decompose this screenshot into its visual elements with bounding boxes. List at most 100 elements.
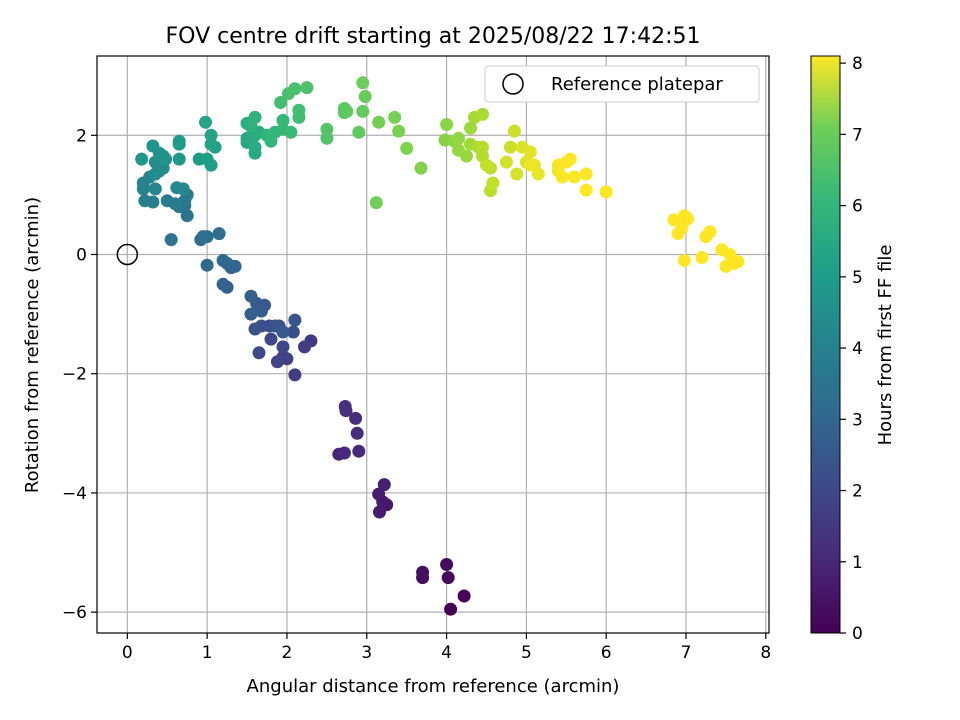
data-point [695, 251, 709, 264]
data-point [276, 340, 290, 354]
data-point [356, 104, 370, 118]
data-point [248, 140, 262, 154]
legend: Reference platepar [484, 65, 760, 103]
data-point [452, 131, 465, 145]
data-point [476, 140, 489, 154]
x-tick-label: 2 [282, 643, 293, 663]
data-point [146, 139, 160, 153]
grid-lines [97, 56, 769, 633]
data-point [138, 194, 152, 208]
data-point [204, 128, 218, 142]
data-point [392, 124, 406, 138]
colorbar-tick-label: 3 [852, 410, 863, 430]
data-point [338, 400, 352, 413]
colorbar-tick-label: 1 [852, 553, 863, 573]
data-point [244, 289, 258, 303]
data-point [373, 505, 386, 519]
data-point [667, 213, 681, 227]
x-axis-label: Angular distance from reference (arcmin) [247, 676, 620, 697]
data-point [503, 140, 517, 154]
y-tick-label: 2 [76, 126, 87, 146]
data-point [703, 225, 717, 239]
data-point [199, 115, 212, 129]
data-point [457, 589, 471, 603]
legend-box [484, 65, 760, 103]
data-point [248, 110, 262, 124]
data-point [148, 182, 162, 196]
data-point [270, 355, 284, 369]
colorbar-tick-label: 8 [852, 54, 863, 74]
data-point [440, 558, 454, 571]
data-point [510, 167, 524, 181]
data-point [567, 170, 581, 184]
data-point [340, 104, 354, 118]
data-point [372, 487, 386, 501]
data-point [579, 183, 593, 197]
data-point [486, 176, 500, 190]
data-point [320, 122, 334, 136]
data-point [160, 194, 174, 208]
data-point [274, 96, 288, 109]
data-point [172, 134, 186, 148]
data-point [352, 444, 366, 458]
data-point [349, 411, 363, 425]
data-point [677, 254, 691, 267]
data-point [438, 133, 452, 147]
x-tick-label: 4 [441, 643, 452, 663]
data-point [480, 158, 493, 172]
data-point [416, 565, 430, 579]
data-point [164, 233, 178, 247]
colorbar: 0 1 2 3 4 5 6 7 8 Hours from first FF file [810, 54, 896, 644]
data-point [200, 258, 214, 272]
data-point [300, 81, 314, 95]
data-point [320, 131, 334, 145]
colorbar-tick-label: 4 [852, 339, 863, 359]
x-tick-label: 1 [202, 643, 213, 663]
data-point [400, 141, 414, 155]
plot-area-frame [96, 55, 770, 634]
colorbar-tick-label: 2 [852, 482, 863, 502]
data-point [377, 478, 391, 492]
data-point [369, 196, 383, 210]
data-point [248, 322, 262, 336]
data-point [579, 167, 593, 181]
x-tick-label: 3 [361, 643, 372, 663]
data-point [414, 161, 428, 175]
data-point [200, 152, 214, 166]
colorbar-tick-label: 6 [852, 197, 863, 217]
y-tick-label: −4 [62, 484, 87, 504]
data-point [460, 149, 473, 163]
data-point [441, 571, 455, 585]
colorbar-label: Hours from first FF file [875, 245, 896, 446]
data-point [276, 325, 290, 339]
data-point [196, 230, 210, 244]
data-point [288, 313, 302, 327]
data-point [523, 158, 537, 172]
data-point [523, 145, 537, 159]
data-point [288, 82, 302, 96]
data-point [252, 346, 266, 360]
colorbar-tick-label: 5 [852, 268, 863, 288]
chart-title: FOV centre drift starting at 2025/08/22 … [166, 24, 701, 49]
data-point [212, 227, 226, 241]
data-point [388, 110, 402, 124]
data-point [352, 125, 366, 139]
data-point [356, 76, 370, 90]
data-point [148, 167, 162, 181]
data-point [216, 277, 230, 291]
x-tick-label: 8 [760, 643, 771, 663]
data-point [350, 426, 364, 440]
y-tick-label: −6 [62, 603, 87, 623]
data-point [372, 115, 386, 129]
legend-marker-icon [502, 73, 524, 95]
data-point [555, 170, 569, 184]
data-point [264, 332, 278, 346]
y-axis-ticks: −6 −4 −2 0 2 [62, 126, 97, 623]
x-axis-ticks: 0 1 2 3 4 5 6 7 8 [122, 633, 771, 663]
data-point [499, 155, 513, 169]
y-tick-label: −2 [62, 365, 87, 385]
data-point [464, 121, 477, 135]
data-point [254, 304, 268, 318]
data-point [292, 103, 306, 117]
data-point [358, 90, 372, 103]
